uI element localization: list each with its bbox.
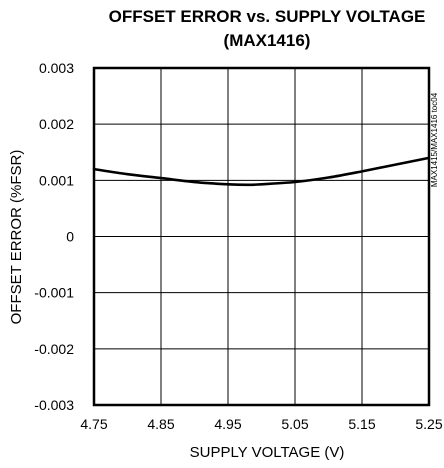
y-tick-label: 0.001	[39, 172, 74, 188]
series-line	[92, 156, 431, 187]
y-tick-label: -0.002	[34, 341, 74, 357]
x-tick-label: 5.05	[281, 416, 308, 432]
y-axis-label: OFFSET ERROR (%FSR)	[8, 150, 25, 325]
x-tick-label: 5.15	[348, 416, 375, 432]
side-note: MAX1415/MAX1416 toc04	[430, 92, 439, 187]
series-layer	[92, 156, 431, 187]
x-tick-label: 4.85	[147, 416, 174, 432]
y-tick-label: 0	[66, 229, 74, 245]
x-axis-label: SUPPLY VOLTAGE (V)	[190, 444, 345, 461]
x-tick-labels: 4.75 4.85 4.95 5.05 5.15 5.25	[80, 416, 442, 432]
y-tick-labels: 0.003 0.002 0.001 0 -0.001 -0.002 -0.003	[34, 60, 74, 413]
chart-title-line1: OFFSET ERROR vs. SUPPLY VOLTAGE	[109, 7, 426, 26]
x-tick-label: 4.95	[214, 416, 241, 432]
x-tick-label: 5.25	[415, 416, 442, 432]
y-tick-label: 0.002	[39, 116, 74, 132]
y-tick-label: -0.001	[34, 285, 74, 301]
chart-title-line2: (MAX1416)	[224, 31, 311, 50]
y-tick-label: 0.003	[39, 60, 74, 76]
grid	[94, 68, 429, 405]
plot-frame	[92, 66, 431, 407]
y-tick-label: -0.003	[34, 397, 74, 413]
x-tick-label: 4.75	[80, 416, 107, 432]
